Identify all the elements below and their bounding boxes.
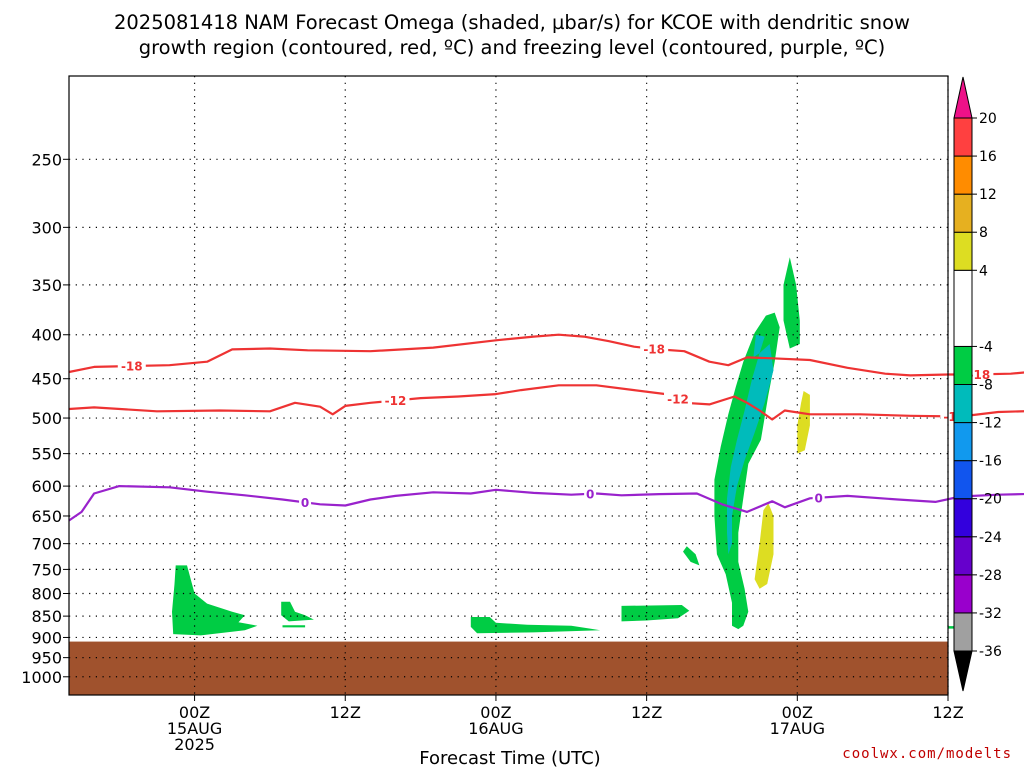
x-tick-label-18-1: 12Z [330, 703, 361, 722]
y-axis: 250 300 350 400 450 500 550 600 650 700 750 800 850 9… [21, 150, 69, 687]
x-tick-label-54-2: 17AUG [770, 719, 825, 738]
contour-label-bg-0-1 [640, 341, 669, 356]
y-tick-label-400: 400 [31, 326, 62, 345]
colorbar-label--36: -36 [979, 644, 1002, 660]
omega-region-7 [783, 257, 800, 349]
colorbar-bin-9 [953, 269, 973, 347]
contour-line--12 [68, 384, 1024, 421]
contours: -18 -18 -18 -12 -12 -12 0 0 0 [68, 333, 1024, 522]
colorbar-bin-7 [953, 384, 973, 424]
contour-label--12-0: -12 [385, 394, 407, 408]
plot-frame [68, 75, 949, 696]
colorbar-bin-5 [953, 460, 973, 500]
y-tick-label-550: 550 [31, 445, 62, 464]
colorbar-label--4: -4 [979, 339, 993, 355]
x-tick-label-30-1: 00Z [480, 703, 511, 722]
contour-label-bg-0-0 [117, 359, 146, 374]
colorbar-bin-8 [953, 345, 973, 385]
contour-label-0-1: 0 [586, 487, 594, 501]
x-tick-label-54-1: 00Z [782, 703, 813, 722]
x-tick-label-30-2: 16AUG [468, 719, 523, 738]
credit-text: coolwx.com/modelts [842, 746, 1012, 762]
y-tick-label-900: 900 [31, 628, 62, 647]
contour-label--12-1: -12 [667, 392, 689, 406]
x-tick-label-6-1: 00Z [179, 703, 210, 722]
omega-region-1 [281, 601, 314, 622]
colorbar-label-20: 20 [979, 111, 997, 127]
y-tick-label-600: 600 [31, 477, 62, 496]
colorbar-label--8: -8 [979, 378, 993, 394]
contour-label-bg-2-1 [584, 486, 597, 501]
colorbar-bin-11 [953, 193, 973, 233]
colorbar-label--20: -20 [979, 492, 1002, 508]
colorbar-bin-2 [953, 574, 973, 614]
y-tick-label-800: 800 [31, 584, 62, 603]
x-tick-label-42-1: 12Z [631, 703, 662, 722]
grid [69, 76, 949, 695]
colorbar-bin-4 [953, 498, 973, 538]
colorbar-label-12: 12 [979, 187, 997, 203]
x-tick-label-6-2: 15AUG [167, 719, 222, 738]
colorbar-label--24: -24 [979, 530, 1002, 546]
y-tick-label-1000: 1000 [21, 668, 62, 687]
contour-label-bg-2-0 [299, 495, 312, 510]
y-tick-label-650: 650 [31, 507, 62, 526]
y-tick-label-700: 700 [31, 535, 62, 554]
contour-label-bg-2-2 [812, 490, 825, 505]
omega-region-9 [753, 334, 765, 358]
colorbar-bin-10 [953, 231, 973, 271]
y-tick-label-350: 350 [31, 276, 62, 295]
contour-label--18-1: -18 [643, 342, 665, 356]
contour-label-0-0: 0 [301, 496, 309, 510]
colorbar-bin-1 [953, 612, 973, 652]
colorbar-bin-0 [953, 650, 973, 692]
y-tick-label-750: 750 [31, 560, 62, 579]
y-tick-label-500: 500 [31, 409, 62, 428]
chart-title-line2: growth region (contoured, red, ºC) and f… [139, 36, 886, 59]
x-tick-label-66-1: 12Z [932, 703, 963, 722]
omega-region-2 [282, 625, 306, 628]
omega-region-0 [172, 565, 258, 636]
colorbar-label--28: -28 [979, 568, 1002, 584]
x-axis: 00Z15AUG202512Z00Z16AUG12Z00Z17AUG12Z00Z… [167, 695, 964, 754]
omega-region-11 [797, 391, 810, 454]
colorbar: 20 16 12 8 4 -4 -8 -12 -16 -20 -24 -28 -32 -36 [953, 76, 1002, 692]
x-axis-title: Forecast Time (UTC) [419, 748, 600, 768]
chart-title-line1: 2025081418 NAM Forecast Omega (shaded, µ… [114, 11, 910, 34]
colorbar-bin-3 [953, 536, 973, 576]
colorbar-label-8: 8 [979, 225, 988, 241]
contour-label-bg-1-0 [381, 393, 410, 408]
colorbar-bin-14 [953, 76, 973, 119]
colorbar-label--32: -32 [979, 606, 1002, 622]
contour-label-bg-1-1 [664, 391, 693, 406]
y-tick-label-850: 850 [31, 607, 62, 626]
omega-region-4 [621, 605, 690, 622]
y-tick-label-300: 300 [31, 218, 62, 237]
omega-region-8 [727, 344, 774, 555]
contour-label-0-2: 0 [814, 491, 822, 505]
omega-region-3 [470, 617, 601, 634]
ground-area [69, 641, 948, 695]
x-tick-label-6-3: 2025 [174, 735, 215, 754]
y-tick-label-450: 450 [31, 370, 62, 389]
colorbar-label--12: -12 [979, 416, 1002, 432]
colorbar-label-4: 4 [979, 263, 988, 279]
plot-area [69, 257, 969, 695]
omega-region-5 [683, 546, 700, 566]
colorbar-bin-12 [953, 155, 973, 195]
contour-label--18-0: -18 [121, 360, 143, 374]
colorbar-label--16: -16 [979, 454, 1002, 470]
contour-label--18-2: -18 [969, 368, 991, 382]
y-tick-label-950: 950 [31, 649, 62, 668]
y-tick-label-250: 250 [31, 150, 62, 169]
colorbar-bin-13 [953, 117, 973, 157]
colorbar-label-16: 16 [979, 149, 997, 165]
contour-line-0 [68, 485, 1024, 522]
omega-region-10 [754, 503, 774, 589]
contour-line--18 [68, 333, 1024, 377]
colorbar-bin-6 [953, 422, 973, 462]
